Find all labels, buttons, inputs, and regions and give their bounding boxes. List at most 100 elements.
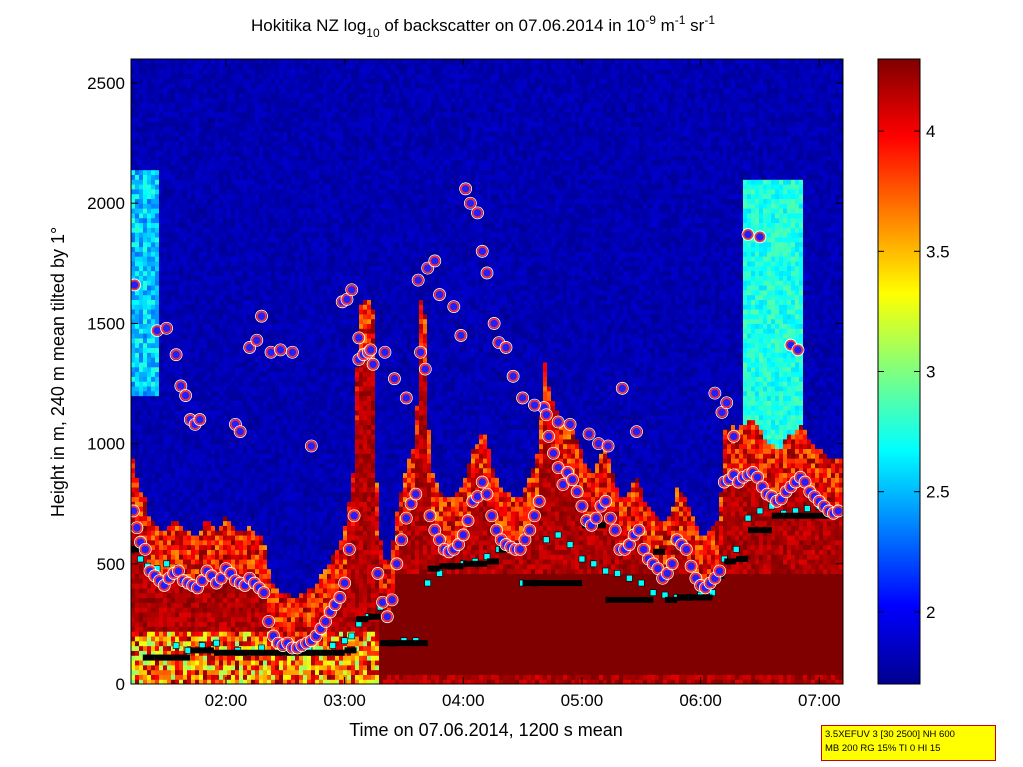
heatmap-cell xyxy=(235,97,240,103)
heatmap-cell xyxy=(147,659,152,666)
heatmap-cell xyxy=(207,111,212,118)
heatmap-cell xyxy=(143,116,148,123)
heatmap-cell xyxy=(263,669,268,675)
heatmap-cell xyxy=(135,323,140,329)
heatmap-cell xyxy=(187,78,192,84)
heatmap-cell xyxy=(155,361,160,368)
heatmap-cell xyxy=(171,265,176,272)
heatmap-cell xyxy=(219,611,224,618)
heatmap-cell xyxy=(239,73,244,79)
heatmap-cell xyxy=(219,232,224,238)
heatmap-cell xyxy=(207,116,212,123)
heatmap-cell xyxy=(183,309,188,315)
heatmap-cell xyxy=(231,664,236,671)
heatmap-cell xyxy=(275,390,280,397)
heatmap-cell xyxy=(235,621,240,627)
heatmap-cell xyxy=(207,342,212,349)
heatmap-cell xyxy=(259,544,264,550)
heatmap-cell xyxy=(155,265,160,272)
heatmap-cell xyxy=(255,453,260,459)
heatmap-cell xyxy=(139,501,144,507)
heatmap-cell xyxy=(235,530,240,536)
heatmap-cell xyxy=(199,280,204,286)
heatmap-cell xyxy=(223,448,228,454)
heatmap-cell xyxy=(263,140,268,147)
heatmap-cell xyxy=(131,68,136,75)
heatmap-cell xyxy=(243,352,248,358)
heatmap-cell xyxy=(263,294,268,300)
heatmap-cell xyxy=(143,443,148,450)
heatmap-cell xyxy=(143,434,148,440)
heatmap-cell xyxy=(131,539,136,546)
heatmap-cell xyxy=(243,381,248,387)
heatmap-cell xyxy=(239,616,244,623)
heatmap-cell xyxy=(183,607,188,613)
heatmap-cell xyxy=(187,92,192,99)
heatmap-cell xyxy=(247,87,252,94)
heatmap-cell xyxy=(283,563,288,570)
heatmap-cell xyxy=(151,409,156,416)
heatmap-cell xyxy=(151,501,156,507)
heatmap-cell xyxy=(135,222,140,228)
heatmap-cell xyxy=(203,256,208,262)
heatmap-cell xyxy=(199,530,204,536)
heatmap-cell xyxy=(187,602,192,608)
heatmap-cell xyxy=(199,400,204,406)
heatmap-cell xyxy=(167,616,172,623)
heatmap-cell xyxy=(163,602,168,608)
heatmap-cell xyxy=(195,212,200,219)
heatmap-cell xyxy=(131,227,136,233)
heatmap-cell xyxy=(203,299,208,305)
heatmap-cell xyxy=(247,395,252,401)
heatmap-cell xyxy=(259,482,264,488)
heatmap-cell xyxy=(259,83,264,89)
heatmap-cell xyxy=(243,534,248,541)
heatmap-cell xyxy=(147,371,152,377)
heatmap-cell xyxy=(151,534,156,541)
heatmap-cell xyxy=(163,289,168,296)
heatmap-cell xyxy=(187,87,192,94)
heatmap-cell xyxy=(199,342,204,349)
heatmap-cell xyxy=(195,304,200,310)
heatmap-cell xyxy=(163,97,168,103)
heatmap-cell xyxy=(227,621,232,627)
heatmap-cell xyxy=(267,87,272,94)
heatmap-cell xyxy=(183,587,188,594)
heatmap-cell xyxy=(207,92,212,99)
heatmap-cell xyxy=(195,486,200,493)
heatmap-cell xyxy=(219,664,224,671)
heatmap-cell xyxy=(159,294,164,300)
heatmap-cell xyxy=(139,347,144,353)
heatmap-cell xyxy=(215,145,220,151)
heatmap-cell xyxy=(167,275,172,281)
heatmap-cell xyxy=(267,409,272,416)
heatmap-cell xyxy=(267,559,272,565)
heatmap-cell xyxy=(135,304,140,310)
heatmap-cell xyxy=(143,241,148,248)
heatmap-cell xyxy=(275,309,280,315)
heatmap-cell xyxy=(223,462,228,469)
heatmap-cell xyxy=(211,222,216,228)
heatmap-cell xyxy=(231,87,236,94)
heatmap-cell xyxy=(147,467,152,474)
heatmap-cell xyxy=(211,179,216,185)
heatmap-cell xyxy=(187,246,192,252)
heatmap-cell xyxy=(215,597,220,603)
heatmap-cell xyxy=(135,664,140,671)
heatmap-cell xyxy=(235,169,240,175)
heatmap-cell xyxy=(199,429,204,435)
heatmap-cell xyxy=(175,539,180,546)
heatmap-cell xyxy=(231,640,236,647)
heatmap-cell xyxy=(175,626,180,632)
heatmap-cell xyxy=(147,289,152,296)
heatmap-cell xyxy=(247,429,252,435)
heatmap-cell xyxy=(171,525,176,531)
heatmap-cell xyxy=(179,482,184,488)
heatmap-cell xyxy=(131,534,136,541)
heatmap-cell xyxy=(219,496,224,502)
heatmap-cell xyxy=(243,554,248,560)
heatmap-cell xyxy=(187,549,192,555)
heatmap-cell xyxy=(227,275,232,281)
heatmap-cell xyxy=(175,126,180,132)
heatmap-cell xyxy=(131,102,136,108)
